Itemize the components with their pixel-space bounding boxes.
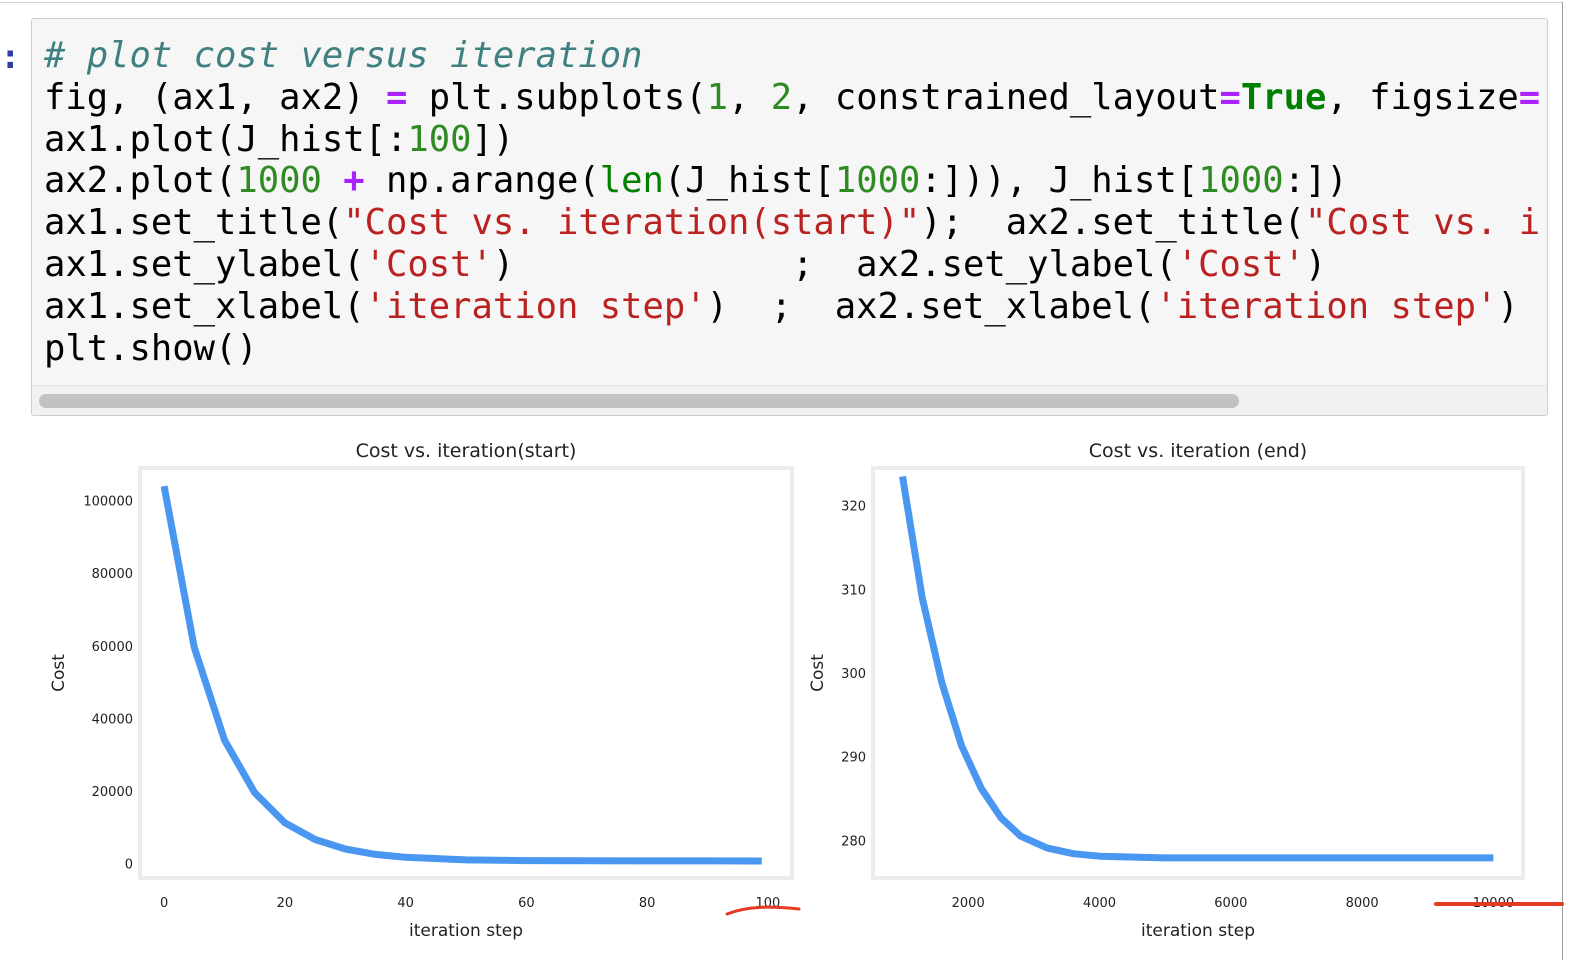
- code-token: ): [1305, 243, 1327, 285]
- cost-series-line: [160, 485, 762, 865]
- code-editor[interactable]: # plot cost versus iteration fig, (ax1, …: [44, 35, 1540, 369]
- code-token: ax1.set_xlabel(: [44, 285, 365, 327]
- y-tick-label: 300: [841, 667, 866, 682]
- code-token: plt.subplots(: [407, 76, 707, 118]
- code-line: plt.show(): [44, 328, 258, 369]
- code-token: 100: [407, 118, 472, 160]
- scrollbar-thumb[interactable]: [39, 394, 1239, 408]
- code-token: 1000: [1198, 160, 1284, 202]
- cost-series-line: [899, 475, 1494, 862]
- y-tick-label: 60000: [92, 640, 133, 655]
- frame-right-border: [1562, 2, 1563, 960]
- code-token: ,: [727, 76, 771, 118]
- y-axis-label: Cost: [49, 654, 69, 692]
- x-tick-label: 60: [518, 896, 535, 911]
- code-token: (J_hist[: [663, 160, 835, 202]
- code-token: plt.show(): [44, 327, 258, 369]
- x-axis-label: iteration step: [1141, 921, 1255, 941]
- output-figure: Cost vs. iteration(start)iteration stepC…: [49, 440, 1564, 941]
- code-token: 'Cost': [1176, 243, 1306, 285]
- code-line: ax1.set_title("Cost vs. iteration(start)…: [44, 202, 1540, 243]
- code-token: # plot cost versus iteration: [44, 35, 643, 76]
- y-axis-label: Cost: [808, 654, 828, 692]
- x-tick-label: 2000: [952, 896, 985, 911]
- y-tick-label: 100000: [83, 495, 133, 510]
- code-token: ax1.set_title(: [44, 202, 344, 244]
- code-token: ]): [471, 118, 515, 160]
- code-token: =: [385, 76, 408, 118]
- x-tick-label: 6000: [1214, 896, 1247, 911]
- code-token: ) ; ax2.set_xlabel(: [706, 285, 1156, 327]
- code-token: =: [1518, 76, 1541, 118]
- code-cell[interactable]: # plot cost versus iteration fig, (ax1, …: [31, 18, 1548, 416]
- plot-area: [871, 466, 1525, 880]
- cell-prompt: :: [0, 37, 21, 77]
- code-token: ) ; ax2.set_ylabel(: [492, 243, 1177, 285]
- code-line: ax1.set_xlabel('iteration step') ; ax2.s…: [44, 286, 1519, 327]
- frame-top-border: [0, 2, 1562, 3]
- code-token: ): [1497, 285, 1519, 327]
- code-token: fig, (ax1, ax2): [44, 76, 386, 118]
- code-token: 1: [706, 76, 728, 118]
- code-token: , constrained_layout: [792, 76, 1220, 118]
- x-tick-label: 0: [160, 896, 168, 911]
- y-tick-label: 0: [125, 857, 133, 872]
- chart-title: Cost vs. iteration (end): [1089, 440, 1307, 462]
- y-tick-label: 20000: [92, 785, 133, 800]
- code-line: fig, (ax1, ax2) = plt.subplots(1, 2, con…: [44, 77, 1540, 118]
- code-token: ax1.plot(J_hist[:: [44, 118, 408, 160]
- code-token: np.arange(: [364, 160, 600, 202]
- code-line: # plot cost versus iteration: [44, 35, 642, 76]
- code-token: len: [599, 160, 664, 202]
- y-tick-label: 80000: [92, 567, 133, 582]
- horizontal-scrollbar[interactable]: [32, 385, 1547, 415]
- y-tick-label: 310: [841, 583, 866, 598]
- red-underline-annotation-left: [725, 905, 801, 916]
- code-token: "Cost vs. i: [1305, 202, 1541, 244]
- chart-cost-end: Cost vs. iteration (end) iteration step Co…: [808, 440, 1525, 941]
- y-tick-label: 290: [841, 751, 866, 766]
- code-token: [322, 160, 343, 201]
- code-token: +: [343, 160, 365, 202]
- code-line: ax2.plot(1000 + np.arange(len(J_hist[100…: [44, 160, 1348, 201]
- y-tick-label: 320: [841, 500, 866, 515]
- code-line: ax1.plot(J_hist[:100]): [44, 119, 514, 160]
- plot-area: [138, 466, 794, 880]
- x-tick-label: 80: [639, 896, 656, 911]
- x-tick-label: 40: [397, 896, 414, 911]
- chart-cost-start: Cost vs. iteration(start) iteration step C…: [49, 440, 794, 941]
- x-axis-label: iteration step: [409, 921, 523, 941]
- code-token: ); ax2.set_title(: [920, 202, 1306, 244]
- chart-title: Cost vs. iteration(start): [356, 440, 577, 462]
- code-token: 2: [770, 76, 793, 118]
- code-token: 1000: [236, 160, 322, 202]
- code-token: "Cost vs. iteration(start)": [343, 202, 921, 244]
- x-tick-label: 8000: [1346, 896, 1379, 911]
- x-tick-label: 4000: [1083, 896, 1116, 911]
- y-tick-label: 40000: [92, 712, 133, 727]
- code-token: :]): [1283, 160, 1348, 202]
- code-token: 'iteration step': [364, 285, 707, 327]
- x-tick-label: 20: [277, 896, 294, 911]
- code-token: ax1.set_ylabel(: [44, 243, 365, 285]
- code-token: 'Cost': [364, 243, 493, 285]
- code-token: :])), J_hist[: [920, 160, 1199, 202]
- code-token: , figsize: [1326, 76, 1519, 118]
- code-token: True: [1240, 76, 1327, 118]
- code-token: 'iteration step': [1155, 285, 1498, 327]
- code-token: 1000: [834, 160, 921, 202]
- code-token: =: [1219, 76, 1241, 118]
- y-tick-label: 280: [841, 834, 866, 849]
- code-line: ax1.set_ylabel('Cost') ; ax2.set_ylabel(…: [44, 244, 1326, 285]
- code-token: ax2.plot(: [44, 160, 237, 202]
